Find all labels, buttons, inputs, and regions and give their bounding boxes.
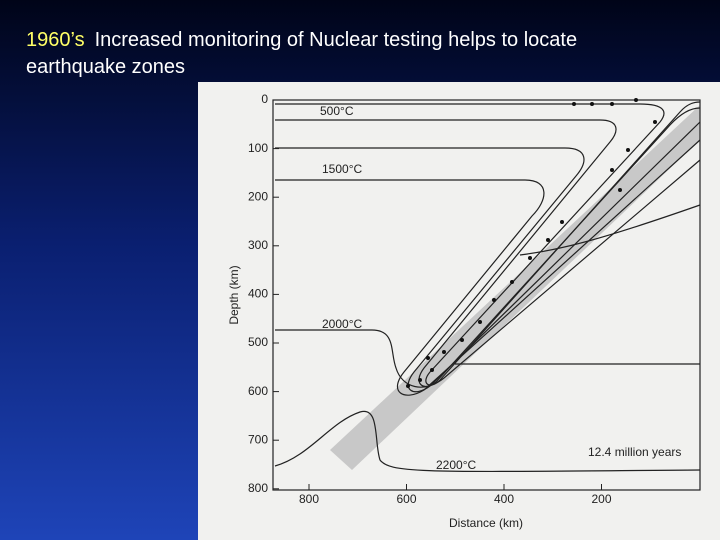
y-tick-label: 500 xyxy=(248,335,268,349)
isotherm-label: 2000°C xyxy=(322,317,362,331)
x-tick-label: 400 xyxy=(494,492,514,506)
x-axis-label: Distance (km) xyxy=(449,516,523,530)
y-tick-label: 400 xyxy=(248,287,268,301)
y-tick-label: 200 xyxy=(248,189,268,203)
y-tick-label: 700 xyxy=(248,432,268,446)
annotation: 12.4 million years xyxy=(588,445,681,459)
figure-paper xyxy=(198,82,720,540)
x-tick-label: 800 xyxy=(299,492,319,506)
x-tick-label: 200 xyxy=(591,492,611,506)
isotherm-label: 500°C xyxy=(320,104,354,118)
slide-title: 1960’s Increased monitoring of Nuclear te… xyxy=(26,27,646,81)
y-tick-label: 300 xyxy=(248,238,268,252)
slab-band xyxy=(330,105,700,470)
isotherms xyxy=(274,101,701,473)
y-tick-label: 0 xyxy=(261,92,268,106)
y-axis-label: Depth (km) xyxy=(227,265,241,324)
y-tick-label: 600 xyxy=(248,384,268,398)
plot-frame xyxy=(272,99,701,491)
isotherm-label: 1500°C xyxy=(322,162,362,176)
title-text: Increased monitoring of Nuclear testing … xyxy=(26,29,578,78)
x-tick-label: 600 xyxy=(396,492,416,506)
y-tick-label: 800 xyxy=(248,481,268,495)
title-year: 1960’s xyxy=(26,29,85,51)
y-tick-label: 100 xyxy=(248,141,268,155)
isotherm-label: 2200°C xyxy=(436,458,476,472)
earthquake-dots xyxy=(406,98,657,388)
